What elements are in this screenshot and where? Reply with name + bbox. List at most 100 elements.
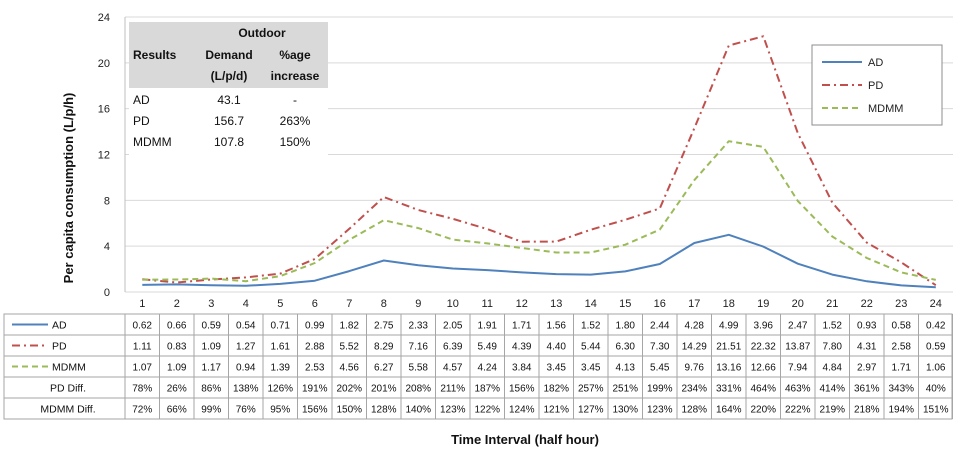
table-cell: 0.59 (202, 321, 222, 332)
x-tick-label: 16 (654, 298, 666, 310)
table-cell: 219% (819, 405, 845, 416)
table-row-label: MDMM (52, 362, 86, 374)
x-tick-label: 10 (447, 298, 459, 310)
x-tick-label: 22 (861, 298, 873, 310)
table-cell: 1.09 (167, 363, 187, 374)
table-cell: 0.94 (236, 363, 256, 374)
x-tick-label: 14 (585, 298, 597, 310)
legend-label: AD (868, 57, 883, 69)
table-cell: 4.39 (512, 342, 532, 353)
table-cell: 0.42 (926, 321, 946, 332)
table-cell: 156% (302, 405, 328, 416)
table-cell: 4.57 (443, 363, 463, 374)
x-tick-label: 21 (826, 298, 838, 310)
table-cell: 7.30 (650, 342, 670, 353)
table-cell: 8.29 (374, 342, 394, 353)
table-cell: 191% (302, 384, 328, 395)
x-tick-label: 17 (688, 298, 700, 310)
x-tick-label: 5 (277, 298, 283, 310)
table-cell: 220% (750, 405, 776, 416)
table-cell: 0.59 (926, 342, 946, 353)
inset-cell: PD (133, 114, 150, 128)
table-cell: 1.17 (202, 363, 222, 374)
table-cell: 463% (785, 384, 811, 395)
table-cell: 208% (405, 384, 431, 395)
table-cell: 164% (716, 405, 742, 416)
inset-subheader: (L/p/d) (211, 69, 248, 83)
table-cell: 5.52 (340, 342, 360, 353)
table-cell: 122% (474, 405, 500, 416)
x-tick-label: 6 (312, 298, 318, 310)
table-cell: 40% (926, 384, 946, 395)
x-tick-label: 20 (792, 298, 804, 310)
table-cell: 1.09 (202, 342, 222, 353)
table-cell: 194% (888, 405, 914, 416)
table-cell: 76% (236, 405, 256, 416)
table-cell: 128% (371, 405, 397, 416)
legend-box (811, 44, 943, 126)
table-row-label: PD Diff. (50, 383, 86, 395)
y-tick-label: 8 (104, 195, 110, 207)
table-cell: 1.27 (236, 342, 256, 353)
table-cell: 211% (440, 384, 465, 395)
x-tick-label: 2 (174, 298, 180, 310)
table-cell: 124% (509, 405, 535, 416)
x-tick-label: 11 (482, 298, 493, 310)
table-cell: 66% (167, 405, 187, 416)
table-cell: 6.27 (374, 363, 394, 374)
table-row-label: PD (52, 341, 67, 353)
inset-cell: 43.1 (217, 93, 241, 107)
table-cell: 0.71 (271, 321, 291, 332)
table-cell: 2.75 (374, 321, 394, 332)
table-cell: 151% (923, 405, 949, 416)
y-axis-ticks: 0 4 8 12 16 20 24 (98, 12, 110, 299)
inset-cell: - (293, 93, 297, 107)
inset-subheader: increase (271, 69, 320, 83)
table-cell: 4.31 (857, 342, 877, 353)
table-cell: 21.51 (716, 342, 741, 353)
series-line-pd (142, 35, 937, 287)
table-cell: 123% (647, 405, 673, 416)
table-cell: 6.39 (443, 342, 463, 353)
y-tick-label: 12 (98, 150, 110, 162)
table-cell: 95% (270, 405, 290, 416)
table-cell: 5.49 (478, 342, 498, 353)
x-tick-label: 24 (930, 298, 942, 310)
table-cell: 126% (267, 384, 293, 395)
table-cell: 22.32 (751, 342, 776, 353)
table-cell: 2.97 (857, 363, 877, 374)
table-cell: 86% (201, 384, 221, 395)
x-tick-label: 13 (550, 298, 562, 310)
table-cell: 4.84 (823, 363, 843, 374)
table-cell: 4.40 (547, 342, 567, 353)
x-axis-ticks: 1 2 3 4 5 6 7 8 9 10 11 12 13 14 15 16 17 18 19 20 21 22 23 24 (139, 298, 942, 310)
table-cell: 78% (132, 384, 152, 395)
x-tick-label: 9 (415, 298, 421, 310)
data-table: AD 0.62 0.66 0.59 0.54 0.71 0.99 1.82 2.75 2.33 2.… (3, 313, 953, 420)
table-cell: 2.58 (892, 342, 912, 353)
table-cell: 6.30 (616, 342, 636, 353)
table-cell: 1.52 (581, 321, 601, 332)
inset-cell: 263% (280, 114, 311, 128)
table-row-label: AD (52, 320, 67, 332)
table-cell: 2.05 (443, 321, 463, 332)
inset-cell: 156.7 (214, 114, 244, 128)
table-cell: 99% (201, 405, 221, 416)
inset-header-background (129, 22, 328, 88)
table-cell: 128% (681, 405, 707, 416)
table-cell: 1.52 (823, 321, 843, 332)
table-cell: 127% (578, 405, 604, 416)
table-cell: 140% (405, 405, 431, 416)
x-tick-label: 19 (757, 298, 769, 310)
inset-cell: MDMM (133, 135, 172, 149)
table-cell: 156% (509, 384, 535, 395)
inset-cell: AD (133, 93, 150, 107)
x-axis-title: Time Interval (half hour) (451, 432, 599, 447)
table-cell: 5.58 (409, 363, 429, 374)
table-cell: 2.33 (409, 321, 429, 332)
x-tick-label: 12 (516, 298, 528, 310)
table-cell: 234% (681, 384, 707, 395)
table-cell: 3.96 (754, 321, 774, 332)
table-cell: 12.66 (751, 363, 776, 374)
